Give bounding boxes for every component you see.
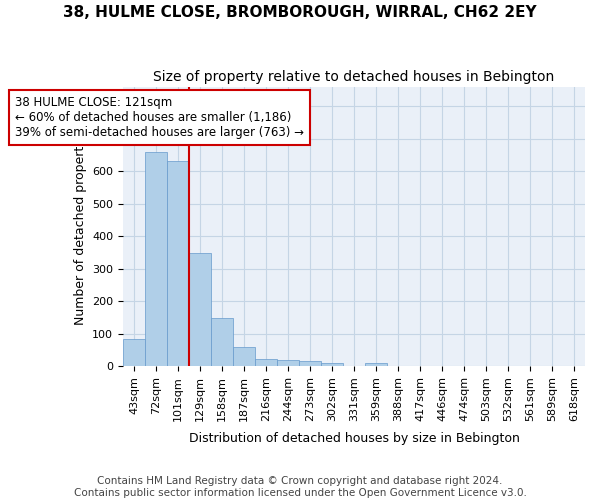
Bar xyxy=(299,361,321,366)
Text: Contains HM Land Registry data © Crown copyright and database right 2024.
Contai: Contains HM Land Registry data © Crown c… xyxy=(74,476,526,498)
Y-axis label: Number of detached properties: Number of detached properties xyxy=(74,128,86,325)
Text: 38, HULME CLOSE, BROMBOROUGH, WIRRAL, CH62 2EY: 38, HULME CLOSE, BROMBOROUGH, WIRRAL, CH… xyxy=(63,5,537,20)
Bar xyxy=(145,152,167,366)
Text: 38 HULME CLOSE: 121sqm
← 60% of detached houses are smaller (1,186)
39% of semi-: 38 HULME CLOSE: 121sqm ← 60% of detached… xyxy=(15,96,304,140)
X-axis label: Distribution of detached houses by size in Bebington: Distribution of detached houses by size … xyxy=(188,432,520,445)
Bar xyxy=(189,253,211,366)
Bar xyxy=(365,364,387,366)
Bar xyxy=(321,363,343,366)
Bar xyxy=(167,162,189,366)
Bar xyxy=(123,339,145,366)
Title: Size of property relative to detached houses in Bebington: Size of property relative to detached ho… xyxy=(154,70,554,84)
Bar xyxy=(255,358,277,366)
Bar xyxy=(277,360,299,366)
Bar xyxy=(211,318,233,366)
Bar xyxy=(233,347,255,366)
